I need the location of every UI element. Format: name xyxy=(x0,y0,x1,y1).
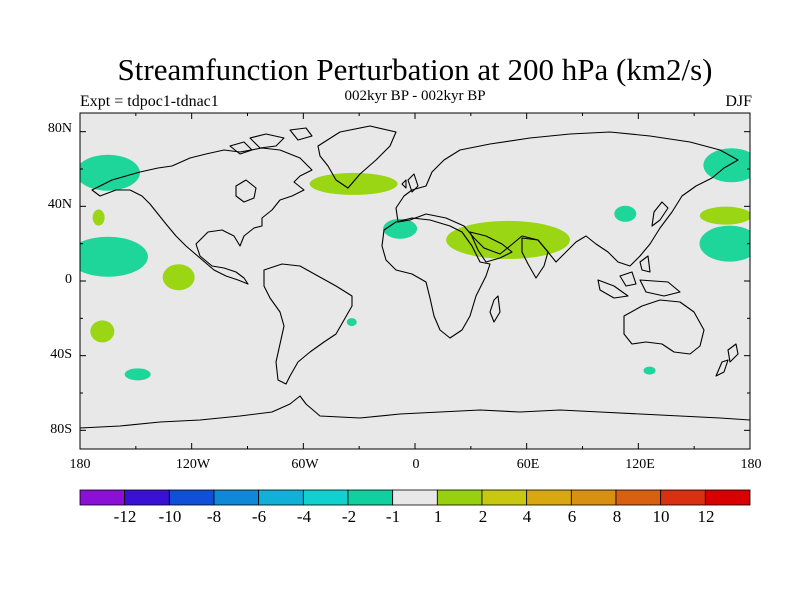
colorbar-swatch xyxy=(302,489,349,506)
colorbar-swatch xyxy=(347,489,394,506)
coast-maritime-asia xyxy=(597,255,681,299)
colorbar-swatch xyxy=(481,489,528,506)
x-tick-label: 120E xyxy=(625,457,655,472)
contour-region xyxy=(80,236,148,277)
x-tick-label: 60W xyxy=(291,457,319,472)
coast-british-isles xyxy=(401,173,419,193)
colorbar-label: -10 xyxy=(158,507,182,526)
colorbar-label: 6 xyxy=(567,507,577,526)
coast-africa xyxy=(381,217,491,339)
contour-region xyxy=(383,218,418,239)
contour-region xyxy=(614,205,637,222)
colorbar-label: 1 xyxy=(433,507,443,526)
colorbar-swatch xyxy=(392,489,438,506)
x-tick-label: 60E xyxy=(516,457,540,472)
coast-madagascar xyxy=(489,295,501,323)
coast-greenland xyxy=(317,125,397,189)
coast-antarctica xyxy=(79,395,751,429)
colorbar-label: 8 xyxy=(612,507,622,526)
contour-region xyxy=(80,154,140,191)
colorbar-label: 4 xyxy=(522,507,532,526)
contour-region xyxy=(90,320,115,343)
y-tick-label: 80N xyxy=(47,121,72,136)
y-tick-label: 40N xyxy=(47,197,72,212)
x-tick-label: 180 xyxy=(69,457,91,472)
colorbar-swatch xyxy=(258,489,304,506)
colorbar-label: -6 xyxy=(251,507,267,526)
colorbar-label: 12 xyxy=(697,507,715,526)
contour-region xyxy=(124,368,151,381)
colorbar-swatch xyxy=(436,489,483,506)
coast-india xyxy=(521,237,549,279)
colorbar-swatch xyxy=(570,489,617,506)
coast-hudson-bay xyxy=(235,179,257,203)
x-tick-label: 180 xyxy=(740,457,762,472)
colorbar-swatch xyxy=(615,489,662,506)
colorbar-label: 10 xyxy=(652,507,670,526)
axis-ticks xyxy=(79,113,751,449)
coast-japan xyxy=(651,201,669,227)
colorbar-swatch xyxy=(213,489,260,506)
colorbar-swatch xyxy=(704,489,751,506)
coast-arctic-islands xyxy=(229,127,313,155)
colorbar-label: -8 xyxy=(206,507,222,526)
coast-south-america xyxy=(263,263,353,385)
colorbar-label: -2 xyxy=(341,507,357,526)
contour-region xyxy=(699,225,750,262)
contour-region xyxy=(703,148,750,183)
contour-region xyxy=(446,220,571,259)
contour-region xyxy=(643,366,656,375)
x-tick-label: 0 xyxy=(412,457,420,472)
y-tick-label: 0 xyxy=(65,272,72,287)
coast-australia xyxy=(623,299,705,355)
colorbar-label: -1 xyxy=(385,507,401,526)
coast-arabia xyxy=(469,231,513,263)
contour-region xyxy=(309,172,398,195)
colorbar-label: -12 xyxy=(113,507,137,526)
contour-region xyxy=(92,209,105,226)
contour-region xyxy=(162,264,195,291)
colorbar-swatch xyxy=(79,489,126,506)
y-tick-label: 40S xyxy=(50,347,72,362)
y-tick-label: 80S xyxy=(50,422,72,437)
plot-title: Streamfunction Perturbation at 200 hPa (… xyxy=(117,52,713,87)
colorbar-swatch xyxy=(526,489,572,506)
contour-region xyxy=(699,206,750,225)
colorbar-swatch xyxy=(660,489,706,506)
x-tick-label: 120W xyxy=(175,457,211,472)
colorbar-swatch xyxy=(124,489,170,506)
coastlines xyxy=(79,125,751,429)
experiment-label: Expt = tdpoc1-tdnac1 xyxy=(80,93,219,110)
plot-subtitle: 002kyr BP - 002kyr BP xyxy=(344,88,486,104)
colorbar-label: 2 xyxy=(478,507,488,526)
contour-region xyxy=(346,318,357,327)
season-label: DJF xyxy=(725,93,752,110)
colorbar-label: -4 xyxy=(296,507,312,526)
coast-new-zealand xyxy=(715,343,739,377)
colorbar-swatch xyxy=(168,489,215,506)
coast-eurasia xyxy=(395,131,739,267)
